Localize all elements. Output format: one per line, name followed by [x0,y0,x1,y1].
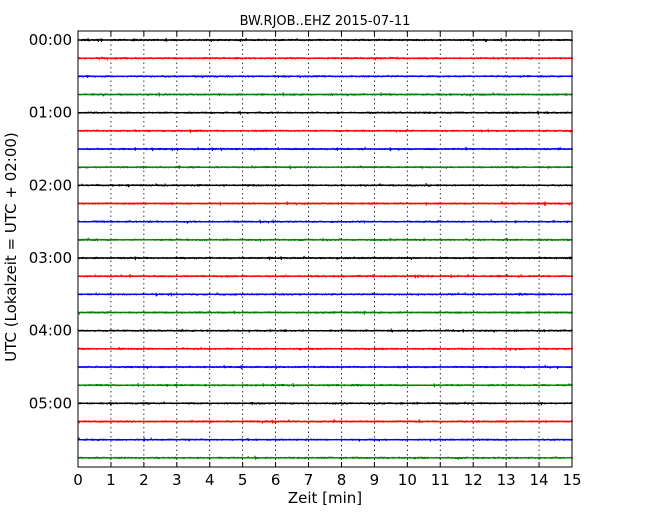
x-tick-label: 10 [398,471,417,489]
plot-frame [77,30,573,468]
x-tick-label: 13 [497,471,516,489]
x-tick-label: 7 [304,471,314,489]
y-tick-label: 00:00 [29,31,72,49]
x-tick-label: 4 [205,471,215,489]
x-tick-label: 12 [464,471,483,489]
chart-title: BW.RJOB..EHZ 2015-07-11 [240,14,411,29]
x-tick-label: 1 [106,471,116,489]
x-axis-label: Zeit [min] [288,489,362,507]
x-tick-label: 6 [271,471,281,489]
x-tick-label: 15 [562,471,581,489]
x-tick-label: 8 [337,471,347,489]
grid-lines [110,31,540,467]
x-tick-label: 0 [73,471,83,489]
y-tick-label: 04:00 [29,322,72,340]
x-tick-label: 11 [431,471,450,489]
x-tick-label: 14 [530,471,549,489]
x-axis-ticks: 0 1 2 3 4 5 6 7 8 9 10 11 12 13 14 15 [73,31,582,489]
seismic-traces [77,37,574,460]
x-tick-label: 9 [370,471,380,489]
y-tick-label: 03:00 [29,249,72,267]
x-tick-label: 3 [172,471,182,489]
y-axis-ticks: 00:00 01:00 02:00 03:00 04:00 05:00 [29,31,572,412]
x-tick-label: 2 [139,471,149,489]
y-axis-label: UTC (Lokalzeit = UTC + 02:00) [2,132,20,362]
y-tick-label: 01:00 [29,104,72,122]
y-tick-label: 05:00 [29,394,72,412]
x-tick-label: 5 [238,471,248,489]
y-tick-label: 02:00 [29,176,72,194]
